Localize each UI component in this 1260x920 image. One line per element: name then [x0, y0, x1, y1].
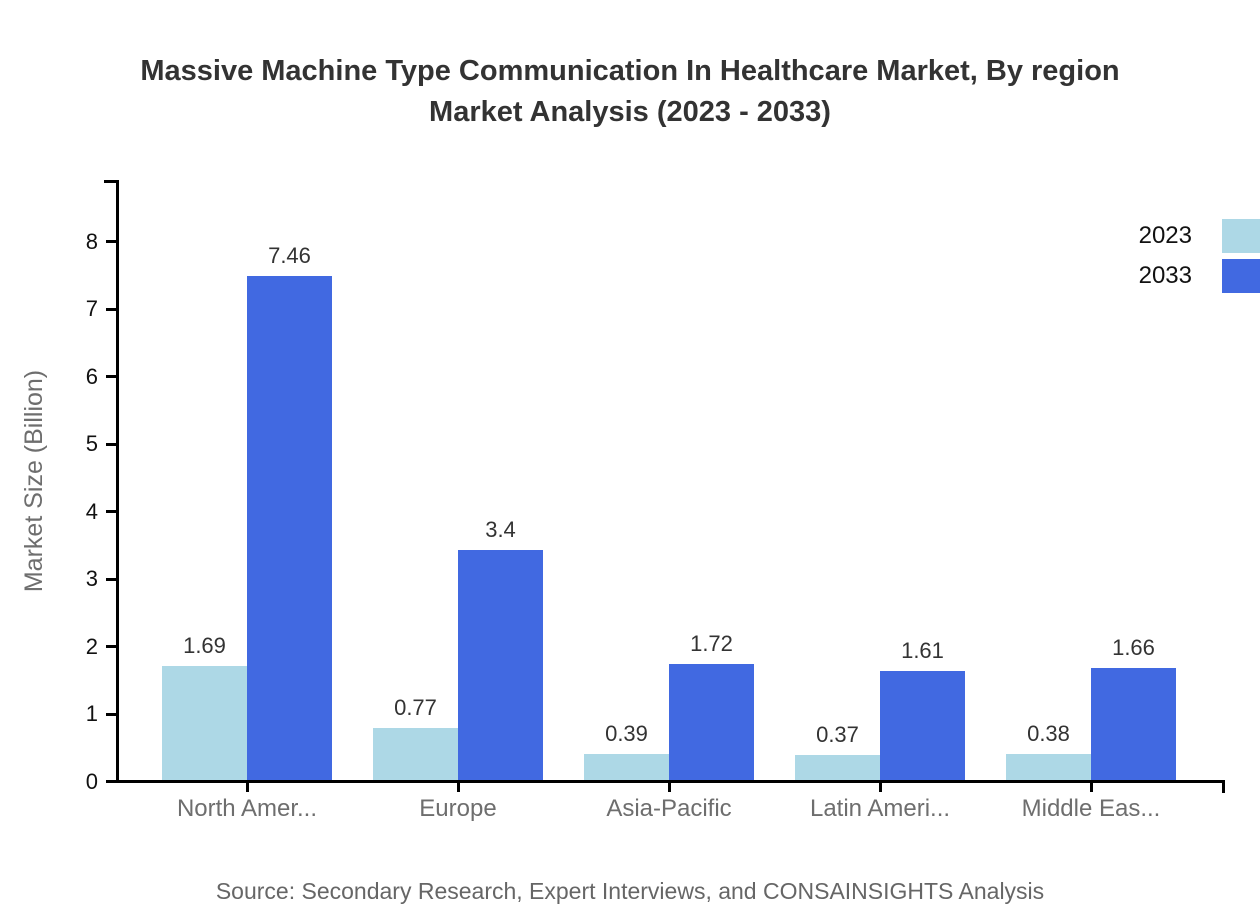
y-tick-mark	[106, 442, 116, 446]
bar-2033-1[interactable]	[247, 276, 332, 780]
bar-value-label: 7.46	[268, 243, 311, 268]
x-tick-mark	[878, 783, 882, 792]
bar-2033-4[interactable]	[880, 671, 965, 780]
y-tick-label: 6	[85, 363, 98, 389]
x-category-label: North Amer...	[176, 795, 318, 822]
y-tick-label: 4	[85, 498, 98, 524]
x-axis-line	[116, 780, 1225, 783]
y-tick-label: 5	[85, 431, 98, 456]
y-axis-end-cap	[104, 180, 116, 183]
y-tick-mark	[106, 712, 116, 716]
bar-value-label: 3.4	[485, 517, 516, 542]
x-axis-end-cap	[1222, 780, 1225, 793]
y-tick-mark	[106, 577, 116, 581]
y-tick-label: 2	[85, 633, 98, 659]
legend-label: 2023	[1138, 222, 1192, 249]
bar-value-label: 0.77	[394, 695, 437, 720]
y-tick-mark	[106, 375, 116, 378]
legend-label: 2033	[1138, 262, 1192, 289]
legend-item-2033[interactable]: 2033	[1139, 259, 1260, 293]
y-tick-label: 3	[85, 566, 98, 591]
bar-value-label: 1.69	[183, 633, 226, 658]
bar-value-label: 1.72	[690, 631, 733, 656]
y-tick-label: 8	[85, 228, 98, 254]
y-tick-mark	[106, 645, 116, 648]
chart-title-line-2: Market Analysis (2023 - 2033)	[429, 96, 831, 128]
y-tick-mark	[106, 240, 116, 243]
chart-title: Massive Machine Type Communication In He…	[0, 51, 1260, 133]
y-tick-label: 1	[85, 701, 98, 726]
bar-2033-3[interactable]	[669, 664, 754, 780]
legend-swatch	[1222, 259, 1260, 293]
bar-value-label: 0.38	[1027, 721, 1070, 746]
x-category-label: Latin Ameri...	[809, 795, 951, 822]
bar-2023-4[interactable]	[795, 755, 880, 780]
legend-swatch	[1222, 219, 1260, 253]
x-tick-mark	[456, 783, 460, 792]
x-category-label: Europe	[419, 795, 497, 822]
y-tick-mark	[106, 510, 116, 513]
bar-2023-3[interactable]	[584, 754, 669, 780]
bar-2033-2[interactable]	[458, 550, 543, 780]
x-tick-mark	[1089, 783, 1093, 792]
y-axis-line	[116, 180, 119, 783]
bar-value-label: 0.37	[816, 722, 859, 747]
bar-value-label: 0.39	[605, 721, 648, 746]
x-tick-mark	[245, 783, 249, 792]
legend: 2023 2033	[1139, 219, 1260, 293]
bar-2023-1[interactable]	[162, 666, 247, 780]
bar-2023-5[interactable]	[1006, 754, 1091, 780]
y-tick-mark	[106, 780, 116, 783]
bar-2033-5[interactable]	[1091, 668, 1176, 780]
chart-title-line-1: Massive Machine Type Communication In He…	[140, 55, 1120, 87]
source-text: Source: Secondary Research, Expert Inter…	[215, 878, 1045, 904]
y-tick-mark	[106, 307, 116, 311]
bar-value-label: 1.66	[1112, 635, 1155, 660]
x-category-label: Middle Eas...	[1021, 795, 1161, 822]
y-tick-label: 7	[85, 296, 98, 321]
x-category-label: Asia-Pacific	[606, 795, 732, 822]
y-tick-label: 0	[85, 768, 98, 794]
bar-value-label: 1.61	[901, 638, 944, 663]
legend-item-2023[interactable]: 2023	[1139, 219, 1260, 253]
x-tick-mark	[667, 783, 671, 792]
bar-2023-2[interactable]	[373, 728, 458, 780]
